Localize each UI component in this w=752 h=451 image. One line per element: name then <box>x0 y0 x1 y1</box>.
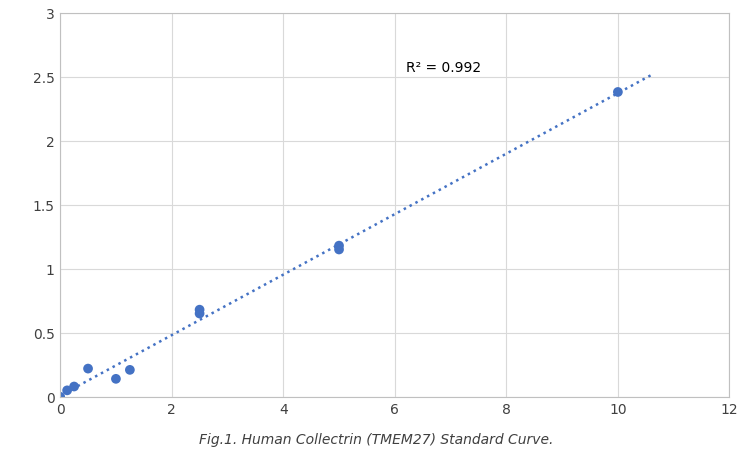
Text: Fig.1. Human Collectrin (TMEM27) Standard Curve.: Fig.1. Human Collectrin (TMEM27) Standar… <box>199 433 553 446</box>
Point <box>68 383 80 390</box>
Point <box>61 387 73 394</box>
Point <box>110 375 122 382</box>
Point <box>612 89 624 97</box>
Point <box>333 243 345 250</box>
Point <box>193 310 205 318</box>
Point <box>82 365 94 373</box>
Point <box>193 306 205 313</box>
Point <box>333 246 345 253</box>
Text: R² = 0.992: R² = 0.992 <box>406 61 481 75</box>
Point <box>124 366 136 373</box>
Point <box>54 393 66 400</box>
